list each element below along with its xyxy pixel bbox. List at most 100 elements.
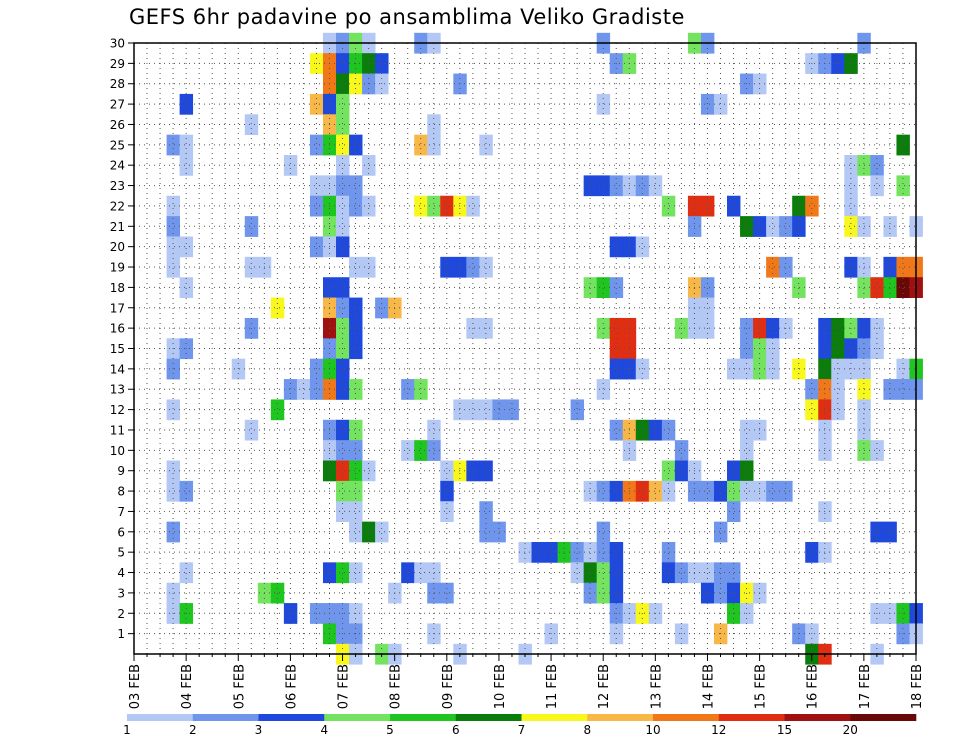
heatmap-cell [896,379,910,400]
heatmap-cell [244,419,259,441]
color-legend: 1 2 3 4 5 6 7 8 10 12 15 20 [123,714,917,737]
heatmap-cell [596,521,611,543]
heatmap-cell [648,175,663,197]
x-tick-label: 12 FEB [597,664,612,709]
heatmap-cell [166,358,181,380]
heatmap-cell [792,216,806,237]
heatmap-cell [166,460,181,482]
heatmap-cell [635,419,650,441]
heatmap-cell [440,501,454,523]
legend-swatch [718,714,785,721]
heatmap-cell [453,460,467,482]
legend-tick-label: 2 [189,723,197,737]
heatmap-cell [596,379,611,400]
heatmap-cell [375,521,389,543]
heatmap-cell [766,480,780,502]
y-tick-label: 22 [110,199,125,213]
heatmap-cell [427,195,441,217]
heatmap-cell [414,562,428,584]
heatmap-cell [309,195,324,217]
legend-tick-label: 10 [645,723,660,737]
heatmap-cell [270,399,285,421]
heatmap-cell [609,480,624,502]
heatmap-cell [870,175,884,197]
heatmap-cell [792,358,806,380]
heatmap-cell [713,521,728,543]
heatmap-cell [648,419,663,441]
heatmap-cell [583,562,598,584]
heatmap-cell [870,277,884,298]
heatmap-cell [231,358,246,380]
y-tick-label: 2 [117,607,125,621]
heatmap-cell [349,379,363,400]
heatmap-cell [661,541,676,563]
heatmap-cell [283,155,298,176]
heatmap-cell [740,440,754,461]
heatmap-cell [349,501,363,523]
heatmap-cell [336,195,350,217]
heatmap-cell [531,541,545,563]
heatmap-cell [414,440,428,461]
y-tick-label: 28 [110,77,125,91]
heatmap-cell [661,460,676,482]
heatmap-cell [166,195,181,217]
heatmap-cell [336,419,350,441]
heatmap-cell [401,562,415,584]
x-tick-label: 05 FEB [232,664,247,709]
y-tick-label: 3 [117,586,125,600]
heatmap-cell [375,297,389,319]
heatmap-cell [362,155,376,176]
heatmap-cell [727,195,741,217]
heatmap-cell [740,216,754,237]
heatmap-cell [740,460,754,482]
x-tick-label: 10 FEB [493,664,508,709]
heatmap-cell [349,175,363,197]
legend-tick-label: 1 [123,723,131,737]
legend-tick-label: 8 [583,723,591,737]
heatmap-cell [700,562,715,584]
legend-swatch [192,714,259,721]
heatmap-cell [805,195,819,217]
y-tick-label: 29 [110,57,125,71]
heatmap-cell [349,480,363,502]
heatmap-cell [479,501,493,523]
heatmap-cell [336,236,350,258]
heatmap-cell [896,134,910,156]
heatmap-cell [609,419,624,441]
heatmap-cell [674,460,689,482]
heatmap-cell [401,379,415,400]
y-tick-label: 1 [117,627,125,641]
heatmap-cell [336,440,350,461]
heatmap-cell [349,134,363,156]
heatmap-cell [336,155,350,176]
heatmap-cell [883,256,897,278]
heatmap-cell [844,358,858,380]
heatmap-cell [166,236,181,258]
heatmap-cell [466,195,480,217]
heatmap-cell [700,480,715,502]
heatmap-cell [336,114,350,136]
legend-swatch [850,714,917,721]
heatmap-cell [779,256,793,278]
heatmap-cell [609,277,624,298]
legend-swatch [127,714,194,721]
heatmap-cell [831,399,845,421]
heatmap-cell [453,195,467,217]
heatmap-cell [179,562,194,584]
y-tick-label: 5 [117,546,125,560]
x-tick-label: 17 FEB [858,664,873,709]
heatmap-cell [583,175,598,197]
heatmap-cell [349,256,363,278]
legend-tick-label: 7 [518,723,526,737]
heatmap-cell [779,216,793,237]
y-tick-label: 23 [110,179,125,193]
heatmap-cell [831,379,845,400]
heatmap-cell [870,521,884,543]
chart-title: GEFS 6hr padavine po ansamblima Veliko G… [129,5,685,29]
heatmap-cell [635,480,650,502]
heatmap-cell [700,93,715,115]
heatmap-cell [844,256,858,278]
heatmap-cell [844,195,858,217]
x-tick-label: 04 FEB [180,664,195,709]
heatmap-cell [362,195,376,217]
